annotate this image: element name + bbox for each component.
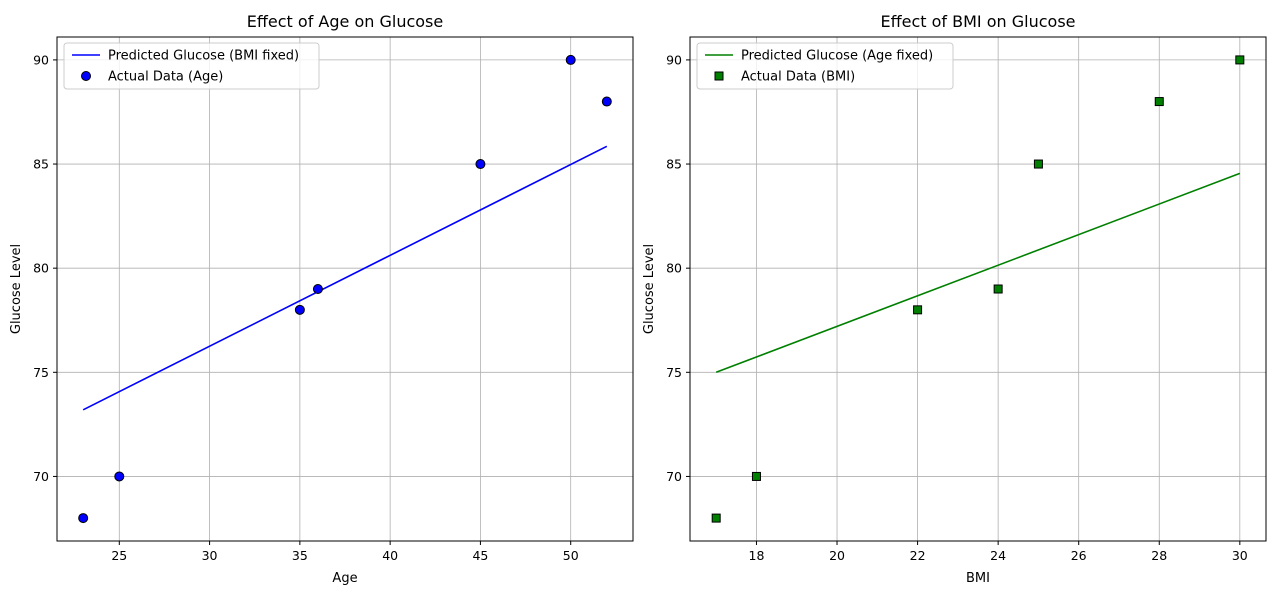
x-axis-ticks: 18 20 22 24 26 28 30 bbox=[749, 541, 1248, 563]
x-tick-label: 26 bbox=[1071, 548, 1087, 563]
series-points-group bbox=[711, 55, 1245, 523]
y-axis-ticks: 70 75 80 85 90 bbox=[666, 52, 690, 484]
y-tick-label: 90 bbox=[666, 52, 682, 67]
x-tick-label: 50 bbox=[563, 548, 579, 563]
x-tick-label: 22 bbox=[910, 548, 926, 563]
legend-label: Actual Data (BMI) bbox=[741, 70, 855, 85]
data-point bbox=[1235, 55, 1245, 65]
data-point bbox=[1033, 159, 1043, 169]
axes-frame bbox=[56, 36, 634, 542]
y-tick-label: 70 bbox=[666, 469, 682, 484]
x-axis-label: BMI bbox=[966, 571, 990, 586]
y-axis-ticks: 70 75 80 85 90 bbox=[33, 52, 57, 484]
legend-entry: Predicted Glucose (BMI fixed) bbox=[72, 49, 299, 64]
series-line-group bbox=[82, 145, 608, 411]
x-tick-label: 40 bbox=[382, 548, 398, 563]
chart-title: Effect of Age on Glucose bbox=[247, 12, 443, 31]
plot-area: 18 20 22 24 26 28 30 70 75 80 85 90 Predicted Glucos… bbox=[666, 36, 1267, 563]
data-point bbox=[565, 54, 576, 65]
legend-entry: Actual Data (BMI) bbox=[714, 70, 855, 85]
legend-label: Predicted Glucose (BMI fixed) bbox=[108, 49, 299, 64]
legend-box bbox=[696, 42, 954, 90]
y-tick-label: 80 bbox=[33, 261, 49, 276]
series-line-group bbox=[715, 172, 1241, 374]
data-point bbox=[78, 513, 89, 524]
legend-label: Predicted Glucose (Age fixed) bbox=[741, 49, 933, 64]
grid-lines bbox=[57, 37, 633, 541]
prediction-line bbox=[715, 172, 1241, 374]
chart-bmi-glucose: Effect of BMI on Glucose 18 20 22 24 26 28 30 7… bbox=[642, 12, 1267, 586]
legend: Predicted Glucose (BMI fixed) Actual Data… bbox=[63, 42, 320, 90]
chart-age-glucose: Effect of Age on Glucose 25 30 35 40 45 50707… bbox=[9, 12, 634, 586]
data-point bbox=[913, 305, 923, 315]
x-tick-label: 25 bbox=[111, 548, 127, 563]
series-points-group bbox=[78, 54, 612, 524]
legend-marker-swatch bbox=[714, 71, 724, 81]
legend-entry: Actual Data (Age) bbox=[81, 70, 223, 85]
plot-area: 25 30 35 40 45 50 70 75 80 85 90 Predicted Glucose … bbox=[33, 36, 634, 563]
axes-frame bbox=[689, 36, 1267, 542]
y-tick-label: 90 bbox=[33, 52, 49, 67]
legend-label: Actual Data (Age) bbox=[108, 70, 223, 85]
x-axis-label: Age bbox=[332, 571, 357, 586]
y-tick-label: 80 bbox=[666, 261, 682, 276]
x-tick-label: 30 bbox=[1232, 548, 1248, 563]
y-tick-label: 75 bbox=[33, 365, 49, 380]
data-point bbox=[475, 159, 486, 170]
y-tick-label: 75 bbox=[666, 365, 682, 380]
data-point bbox=[601, 96, 612, 107]
x-tick-label: 18 bbox=[749, 548, 765, 563]
x-tick-label: 30 bbox=[202, 548, 218, 563]
legend-entry: Predicted Glucose (Age fixed) bbox=[705, 49, 933, 64]
prediction-line bbox=[82, 145, 608, 411]
legend: Predicted Glucose (Age fixed) Actual Data… bbox=[696, 42, 954, 90]
x-tick-label: 35 bbox=[292, 548, 308, 563]
data-point bbox=[993, 284, 1003, 294]
legend-box bbox=[63, 42, 320, 90]
data-point bbox=[711, 513, 721, 523]
y-axis-label: Glucose Level bbox=[9, 244, 24, 334]
y-tick-label: 85 bbox=[666, 157, 682, 172]
y-axis-label: Glucose Level bbox=[642, 244, 657, 334]
data-point bbox=[114, 471, 125, 482]
data-point bbox=[1154, 97, 1164, 107]
data-point bbox=[294, 304, 305, 315]
y-tick-label: 85 bbox=[33, 157, 49, 172]
x-tick-label: 45 bbox=[472, 548, 488, 563]
data-point bbox=[751, 471, 761, 481]
y-tick-label: 70 bbox=[33, 469, 49, 484]
x-tick-label: 28 bbox=[1151, 548, 1167, 563]
x-tick-label: 24 bbox=[990, 548, 1006, 563]
chart-title: Effect of BMI on Glucose bbox=[881, 12, 1076, 31]
x-axis-ticks: 25 30 35 40 45 50 bbox=[111, 541, 579, 563]
legend-marker-swatch bbox=[81, 71, 91, 81]
data-point bbox=[312, 284, 323, 294]
x-tick-label: 20 bbox=[829, 548, 845, 563]
